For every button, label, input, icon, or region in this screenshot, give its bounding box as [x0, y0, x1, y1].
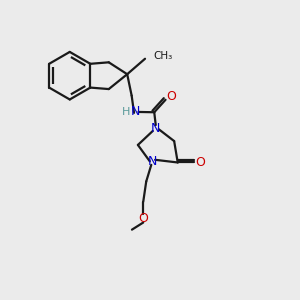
- Text: O: O: [138, 212, 148, 225]
- Text: O: O: [166, 90, 176, 103]
- Text: O: O: [195, 156, 205, 169]
- Text: N: N: [131, 106, 140, 118]
- Text: N: N: [151, 122, 160, 135]
- Text: CH₃: CH₃: [153, 51, 172, 62]
- Text: H: H: [122, 107, 130, 117]
- Text: N: N: [148, 155, 158, 168]
